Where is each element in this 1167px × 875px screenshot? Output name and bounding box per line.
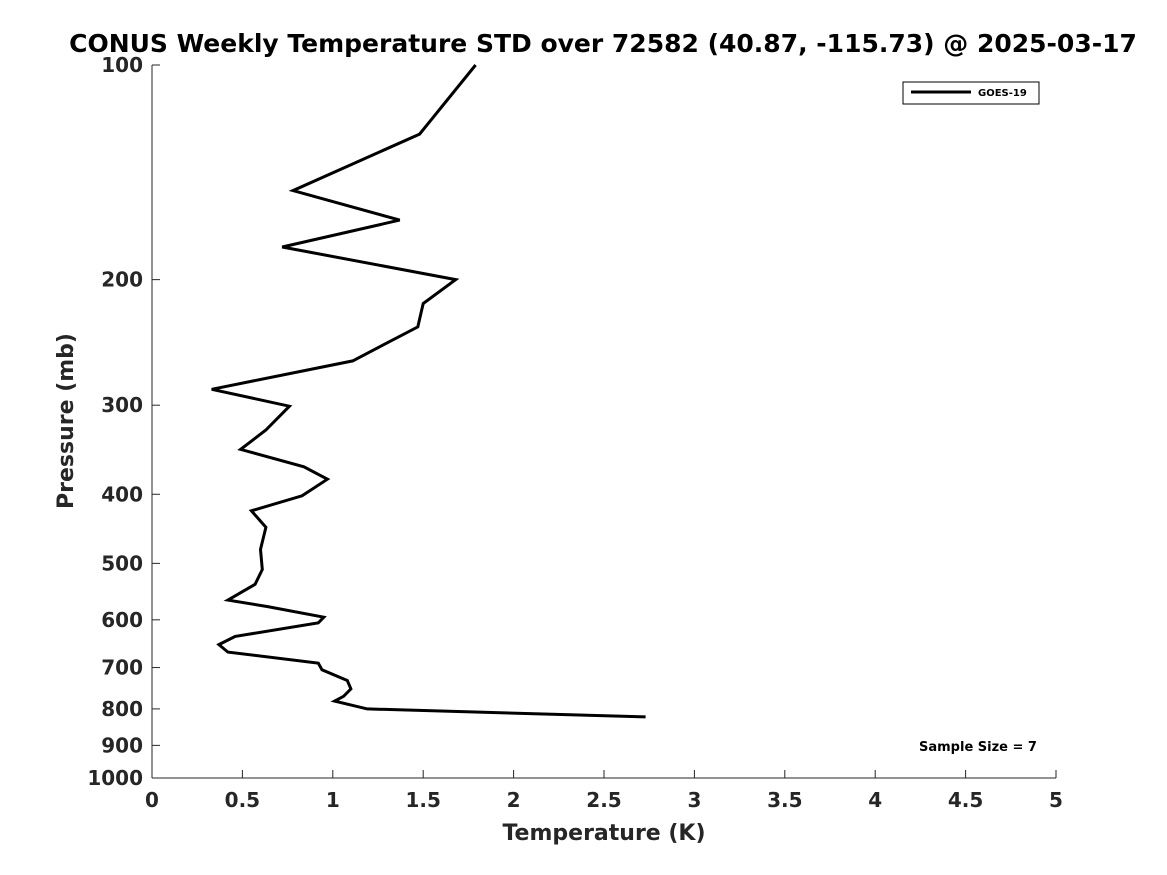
x-tick-label: 3.5 [767,788,802,812]
x-tick-label: 4.5 [948,788,983,812]
y-tick-label: 700 [101,656,143,680]
y-tick-label: 100 [101,53,143,77]
y-tick-label: 500 [101,551,143,575]
x-axis-ticks: 0 0.5 1 1.5 2 2.5 3 3.5 4 4.5 5 [145,770,1063,812]
legend: GOES-19 [902,81,1040,105]
y-axis-label: Pressure (mb) [54,333,79,509]
sample-size-annotation: Sample Size = 7 [919,740,1037,755]
plot-area [152,65,1056,778]
x-tick-label: 2.5 [586,788,621,812]
y-tick-label: 400 [101,482,143,506]
x-tick-label: 4 [868,788,882,812]
y-axis-ticks: 100 200 300 400 500 600 700 800 900 1000 [87,53,160,790]
y-tick-label: 300 [101,393,143,417]
chart-title: CONUS Weekly Temperature STD over 72582 … [69,29,1137,58]
y-tick-label: 800 [101,697,143,721]
series-layer [211,64,646,719]
y-tick-label: 600 [101,608,143,632]
x-axis-label: Temperature (K) [502,821,705,846]
x-tick-label: 0 [145,788,159,812]
y-tick-label: 900 [101,733,143,757]
x-tick-label: 3 [687,788,701,812]
series-line-goes-19 [211,64,646,719]
x-tick-label: 2 [507,788,521,812]
y-tick-label: 200 [101,268,143,292]
x-tick-label: 1.5 [405,788,440,812]
y-tick-label: 1000 [87,766,143,790]
x-tick-label: 5 [1049,788,1063,812]
x-tick-label: 1 [326,788,340,812]
x-tick-label: 0.5 [225,788,260,812]
legend-label: GOES-19 [978,88,1027,99]
